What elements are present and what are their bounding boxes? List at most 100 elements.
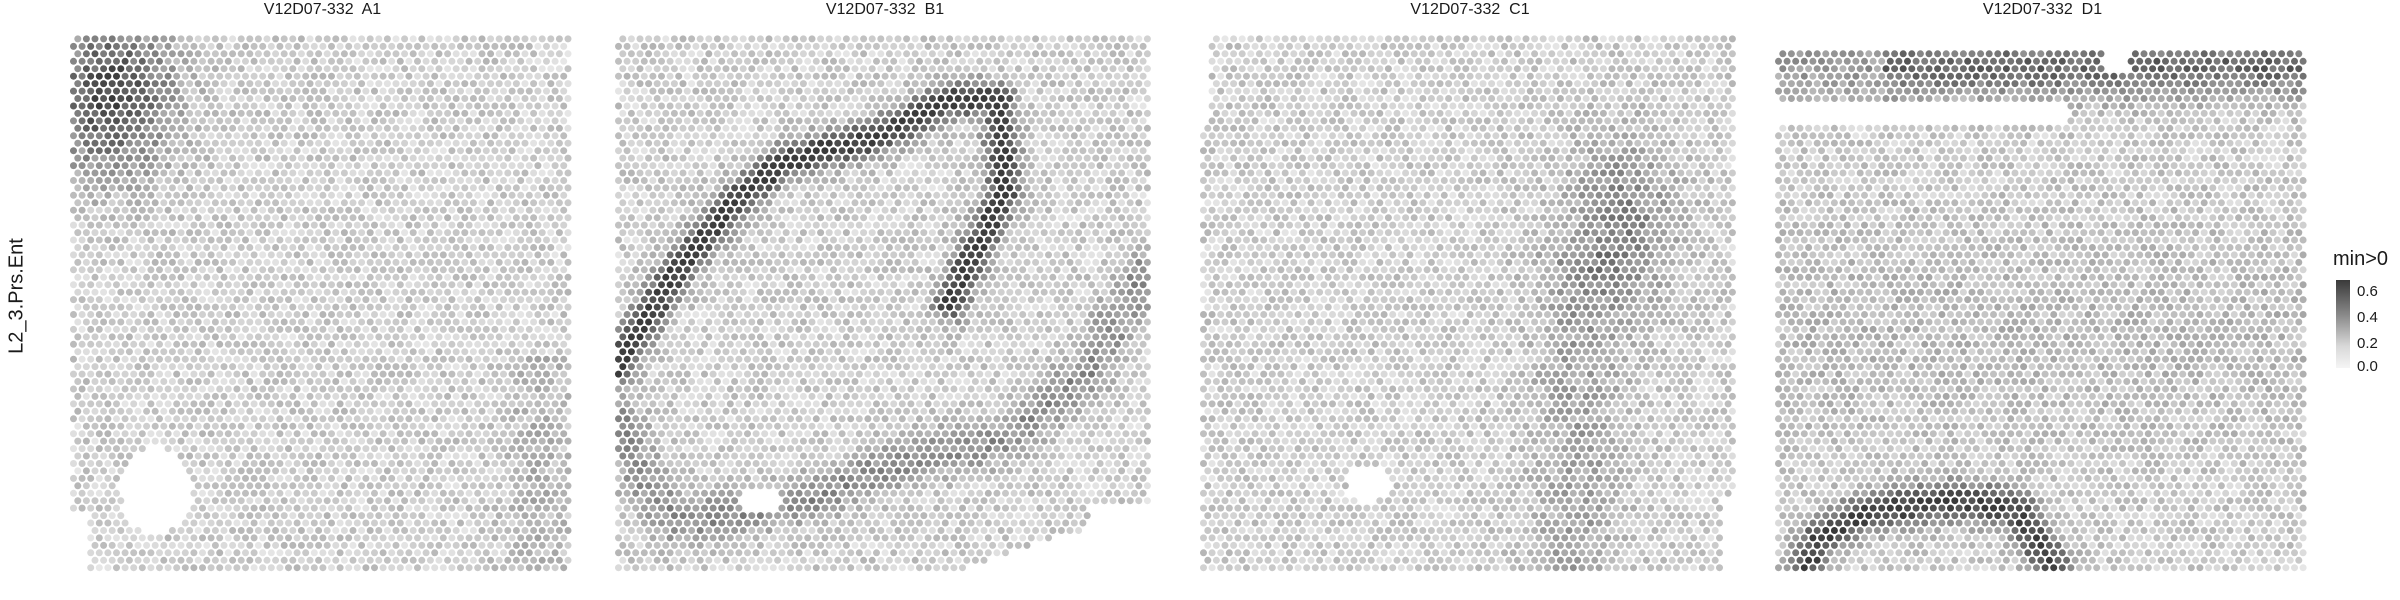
- spot: [769, 132, 777, 140]
- spot: [426, 527, 434, 534]
- spot: [731, 109, 739, 117]
- spot: [555, 258, 563, 266]
- spot: [302, 147, 310, 155]
- spot: [452, 80, 460, 88]
- spot: [336, 504, 344, 512]
- spot: [924, 87, 932, 95]
- spot: [306, 422, 314, 430]
- spot: [1079, 102, 1087, 110]
- spot: [808, 65, 816, 73]
- spot: [246, 541, 254, 549]
- spot: [474, 549, 482, 557]
- spot: [82, 318, 90, 326]
- spot: [315, 35, 323, 43]
- spot: [530, 184, 538, 192]
- spot: [328, 117, 335, 125]
- spot: [452, 318, 460, 326]
- spot: [70, 87, 77, 95]
- spot: [190, 72, 198, 80]
- spot: [207, 72, 215, 80]
- spot: [246, 199, 254, 207]
- spot: [242, 266, 249, 274]
- spot: [306, 199, 314, 207]
- spot: [739, 124, 747, 132]
- spot: [246, 109, 254, 117]
- spot: [1075, 35, 1083, 43]
- spot: [500, 251, 507, 259]
- spot: [525, 370, 533, 378]
- spot: [409, 363, 417, 371]
- spot: [358, 541, 366, 549]
- spot: [319, 72, 327, 80]
- spot: [211, 556, 219, 564]
- spot: [482, 325, 490, 333]
- spot: [134, 303, 142, 311]
- spot: [465, 117, 473, 125]
- spot: [272, 318, 280, 326]
- spot: [508, 549, 516, 557]
- spot: [263, 109, 271, 117]
- spot: [263, 363, 271, 371]
- spot: [482, 385, 490, 393]
- spot: [504, 437, 512, 445]
- spot: [194, 80, 202, 88]
- spot: [366, 512, 374, 520]
- spot: [457, 385, 464, 393]
- spot: [649, 57, 657, 65]
- spot: [564, 348, 572, 356]
- spot: [353, 311, 361, 318]
- spot: [285, 191, 292, 199]
- spot: [444, 199, 452, 207]
- spot: [78, 102, 86, 110]
- spot: [168, 199, 176, 207]
- spot: [469, 363, 477, 371]
- spot: [782, 80, 790, 88]
- spot: [375, 363, 383, 371]
- spot: [190, 311, 198, 318]
- spot: [199, 355, 206, 363]
- spot: [87, 355, 95, 363]
- spot: [160, 244, 168, 251]
- spot: [254, 80, 262, 88]
- spot: [401, 95, 409, 102]
- spot: [705, 109, 713, 117]
- spot: [250, 191, 258, 199]
- spot: [392, 124, 400, 132]
- spot: [653, 124, 661, 132]
- spot: [353, 534, 361, 542]
- spot: [125, 392, 133, 400]
- spot: [564, 229, 572, 237]
- spot: [203, 541, 211, 549]
- spot: [388, 117, 396, 125]
- spot: [452, 35, 460, 43]
- spot: [263, 318, 271, 326]
- spot: [310, 504, 318, 512]
- spot: [340, 318, 348, 326]
- spot: [95, 519, 103, 527]
- spot: [194, 452, 202, 460]
- spot: [547, 407, 555, 415]
- spot: [890, 117, 898, 125]
- spot: [1057, 95, 1065, 102]
- spot: [211, 154, 219, 162]
- spot: [254, 214, 262, 222]
- spot: [504, 35, 512, 43]
- spot: [143, 229, 151, 237]
- spot: [478, 482, 486, 490]
- spot: [237, 199, 245, 207]
- spot: [371, 191, 378, 199]
- spot: [121, 87, 129, 95]
- spot: [452, 527, 460, 534]
- spot: [989, 109, 997, 117]
- spot: [504, 80, 512, 88]
- spot: [220, 512, 228, 520]
- spot: [199, 415, 206, 423]
- spot: [778, 87, 786, 95]
- spot: [285, 236, 292, 244]
- spot: [821, 117, 829, 125]
- spot: [108, 244, 116, 251]
- spot: [517, 445, 525, 453]
- spot: [461, 154, 469, 162]
- spot: [439, 474, 447, 482]
- spot: [538, 35, 546, 43]
